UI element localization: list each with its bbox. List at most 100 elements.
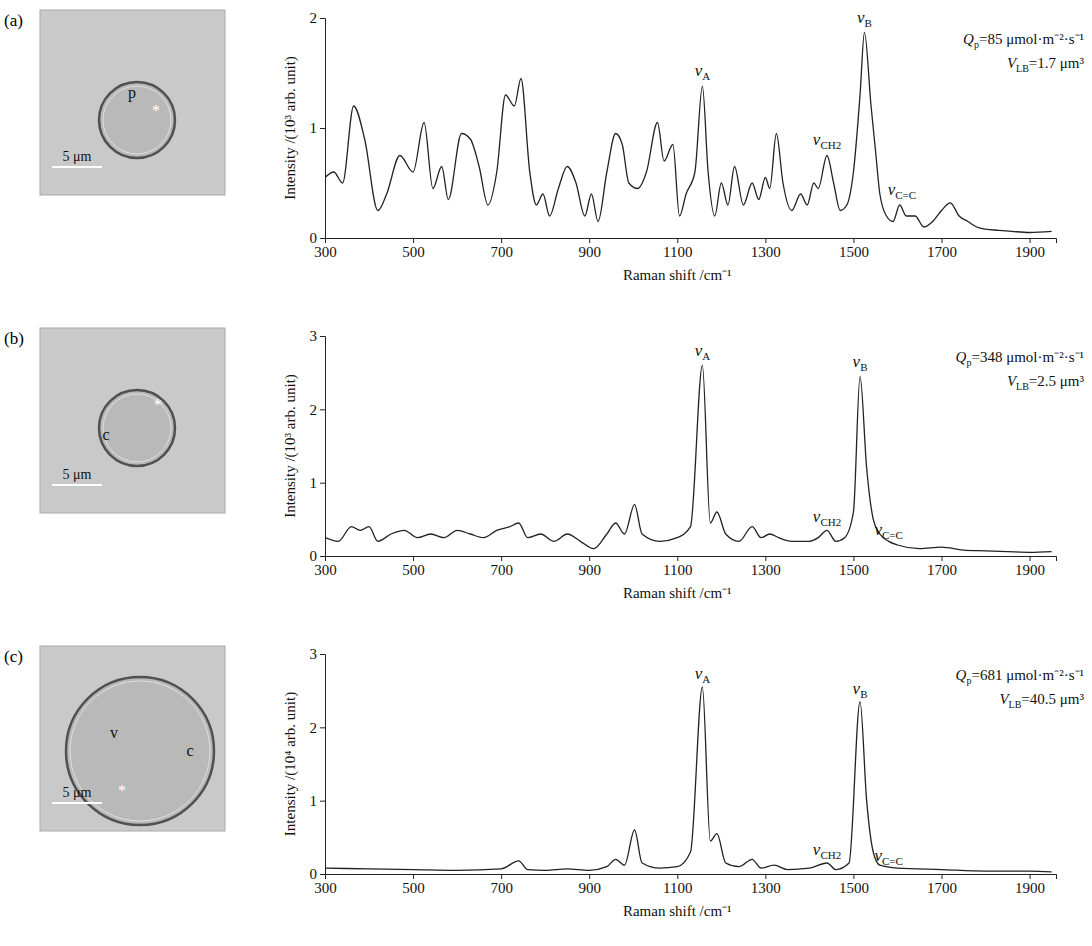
y-tick-label: 3: [310, 646, 318, 662]
micrograph: p*5 μm: [40, 10, 225, 195]
info-subscript: LB: [1016, 63, 1029, 74]
panel-label: (c): [4, 647, 23, 666]
x-tick: 1700: [927, 874, 957, 896]
info-subscript: LB: [1009, 699, 1022, 710]
x-tick: 1500: [839, 556, 869, 578]
x-tick: 500: [402, 874, 425, 896]
peak-subscript: A: [702, 70, 710, 82]
x-tick-label: 1500: [839, 562, 869, 578]
x-tick-mark: [853, 238, 854, 243]
peak-subscript: B: [865, 17, 872, 29]
x-tick: 300: [314, 238, 337, 260]
x-tick: 1100: [663, 238, 692, 260]
x-tick-mark: [589, 556, 590, 561]
x-tick-mark: [677, 238, 678, 243]
x-tick-label: 500: [402, 562, 425, 578]
x-tick-mark: [589, 238, 590, 243]
x-tick: 900: [578, 874, 601, 896]
y-tick-label: 1: [310, 120, 318, 136]
micrograph-background: [40, 328, 225, 513]
peak-label: νB: [853, 352, 868, 373]
x-tick: 1700: [927, 556, 957, 578]
x-axis: 30050070090011001300150017001900: [314, 238, 1056, 260]
info-value: =85 μmol·m⁻²·s⁻¹: [979, 31, 1084, 47]
peak-subscript: B: [860, 361, 867, 373]
plot-area: [325, 365, 1052, 552]
info-text: Qp=681 μmol·m⁻²·s⁻¹: [956, 667, 1084, 686]
x-tick-label: 700: [490, 880, 513, 896]
x-tick-mark: [589, 874, 590, 879]
y-tick-mark: [320, 556, 325, 557]
y-axis-line: [320, 655, 326, 875]
plot-area: [325, 687, 1052, 872]
x-tick-mark: [853, 874, 854, 879]
info-subscript: LB: [1016, 381, 1029, 392]
peak-label: νC=C: [888, 180, 916, 201]
peak-subscript: C=C: [882, 529, 903, 541]
y-tick: 2: [310, 402, 326, 418]
x-tick-label: 700: [490, 562, 513, 578]
x-tick-mark: [1030, 874, 1031, 879]
panel: (a)p*5 μm3005007009001100130015001700190…: [4, 8, 1084, 283]
x-tick-label: 1700: [927, 562, 957, 578]
peak-label: νCH2: [813, 840, 841, 861]
peak-subscript: CH2: [820, 516, 841, 528]
x-tick-mark: [501, 874, 502, 879]
micrograph: vc*5 μm: [40, 646, 225, 831]
x-axis: 30050070090011001300150017001900: [314, 556, 1056, 578]
y-tick: 3: [310, 328, 326, 344]
peak-label: νA: [695, 341, 711, 362]
x-tick: 300: [314, 556, 337, 578]
micrograph-label: p: [128, 84, 136, 102]
peak-label: νCH2: [813, 130, 841, 151]
scale-bar: [52, 802, 102, 804]
scale-bar-label: 5 μm: [63, 785, 92, 800]
spectrum-line: [325, 687, 1052, 872]
x-tick: 1100: [663, 874, 692, 896]
x-tick: 900: [578, 238, 601, 260]
scale-bar: [52, 166, 102, 168]
cell: [99, 82, 175, 158]
peak-label: νC=C: [874, 846, 902, 867]
y-tick: 0: [310, 548, 326, 564]
y-tick-label: 1: [310, 793, 318, 809]
x-tick-mark: [765, 238, 766, 243]
x-tick-label: 900: [578, 562, 601, 578]
y-tick: 2: [310, 720, 326, 736]
x-axis-title: Raman shift /cm⁻¹: [623, 585, 732, 601]
y-tick: 0: [310, 866, 326, 882]
x-tick-label: 1100: [663, 880, 692, 896]
y-tick-mark: [320, 727, 325, 728]
spectrum-line: [325, 365, 1052, 552]
info-value: =1.7 μm³: [1029, 55, 1085, 71]
y-tick: 2: [310, 10, 326, 26]
info-value: =40.5 μm³: [1021, 691, 1084, 707]
y-axis-line: [320, 337, 326, 557]
x-tick-mark: [942, 238, 943, 243]
info-value: =2.5 μm³: [1029, 373, 1085, 389]
x-tick-mark: [677, 556, 678, 561]
x-tick-label: 900: [578, 244, 601, 260]
y-tick-mark: [320, 874, 325, 875]
y-axis-title: Intensity /(10³ arb. unit): [282, 56, 299, 200]
x-tick-label: 1500: [839, 244, 869, 260]
y-axis: 012: [310, 10, 326, 246]
panel-label: (b): [4, 329, 24, 348]
x-tick-label: 1900: [1015, 880, 1045, 896]
y-tick-label: 2: [310, 402, 318, 418]
x-axis: 30050070090011001300150017001900: [314, 874, 1056, 896]
y-tick: 3: [310, 646, 326, 662]
x-tick-mark: [413, 556, 414, 561]
x-tick-label: 1700: [927, 244, 957, 260]
x-tick: 1300: [751, 874, 781, 896]
x-tick: 1900: [1015, 238, 1045, 260]
micrograph: c*5 μm: [40, 328, 225, 513]
x-axis-title: Raman shift /cm⁻¹: [623, 903, 732, 919]
x-tick-label: 1500: [839, 880, 869, 896]
x-tick-label: 1900: [1015, 562, 1045, 578]
cell-inner-wall: [70, 681, 210, 821]
x-tick-label: 1100: [663, 244, 692, 260]
y-tick-label: 0: [310, 548, 318, 564]
peak-subscript: CH2: [820, 849, 841, 861]
y-tick-mark: [320, 128, 325, 129]
